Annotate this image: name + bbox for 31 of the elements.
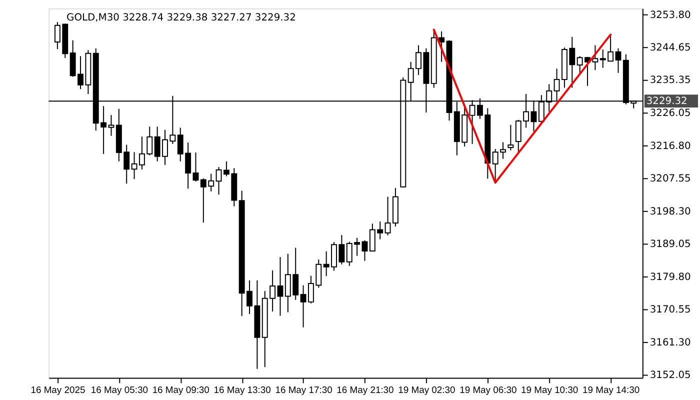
- y-tick-label: 3189.05: [650, 239, 691, 250]
- x-tick-label: 16 May 05:30: [90, 384, 148, 396]
- x-tick-label: 19 May 10:30: [521, 384, 578, 396]
- x-tick-label: 16 May 09:30: [152, 384, 210, 396]
- candlestick: [192, 152, 199, 182]
- y-tick-label: 3198.30: [650, 206, 691, 218]
- x-tick-label: 19 May 14:30: [582, 384, 640, 396]
- candlestick: [362, 240, 368, 262]
- y-tick-label: 3216.80: [650, 140, 691, 152]
- candlestick: [108, 114, 114, 136]
- candlestick: [508, 124, 514, 151]
- y-tick-label: 3253.80: [650, 10, 691, 21]
- x-tick-label: 16 May 17:30: [275, 384, 332, 396]
- y-tick-label: 3207.55: [650, 174, 691, 185]
- x-tick-label: 16 May 2025: [30, 384, 86, 396]
- y-tick-label: 3170.55: [650, 304, 691, 316]
- y-tick-label: 3226.05: [650, 108, 691, 120]
- candlestick: [277, 256, 284, 316]
- y-tick-label: 3235.35: [650, 75, 691, 86]
- chart-title: GOLD,M30 3228.74 3229.38 3227.27 3229.32: [66, 12, 296, 24]
- y-tick-label: 3161.30: [650, 337, 691, 348]
- candlestick: [592, 44, 598, 70]
- y-tick-label: 3152.05: [650, 370, 691, 382]
- ref-line-label: 3229.32: [646, 96, 688, 108]
- candlestick: [615, 48, 622, 74]
- x-tick-label: 16 May 21:30: [336, 384, 394, 396]
- y-tick-label: 3244.65: [650, 42, 691, 54]
- x-tick-label: 19 May 06:30: [460, 384, 517, 396]
- y-tick-label: 3179.80: [650, 272, 691, 283]
- x-tick-label: 19 May 02:30: [398, 384, 456, 396]
- x-tick-label: 16 May 13:30: [214, 384, 271, 396]
